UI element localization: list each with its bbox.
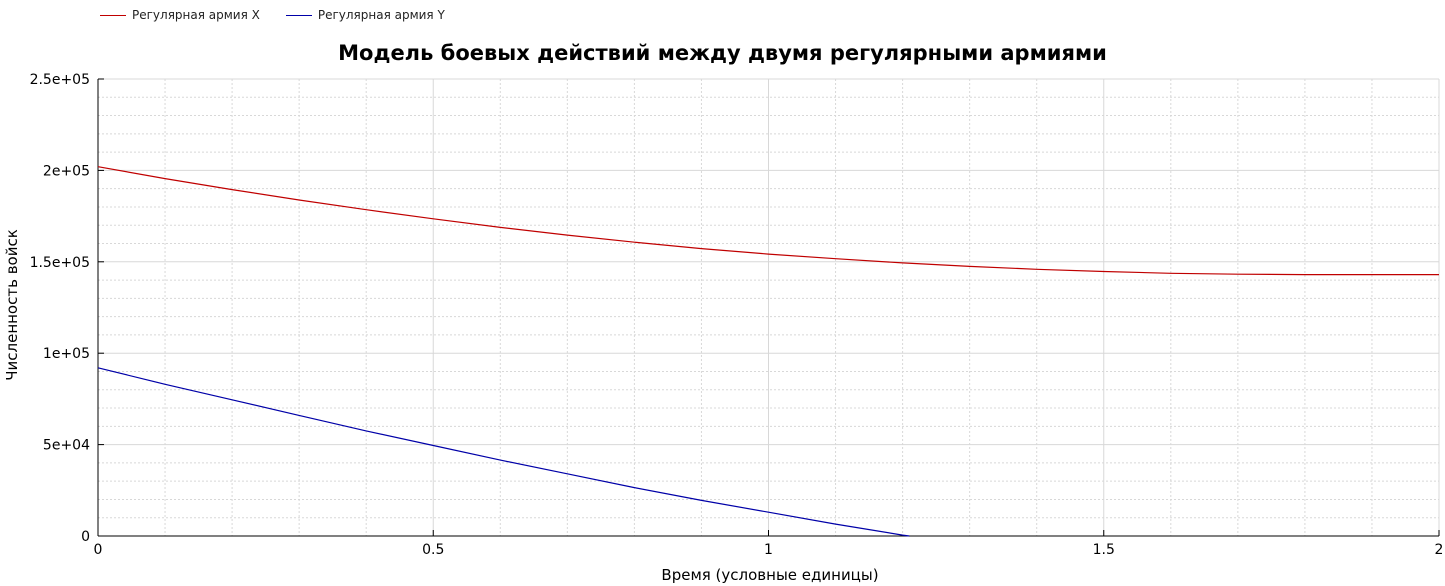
legend-item-x[interactable]: Регулярная армия X xyxy=(100,8,260,22)
grid-layer xyxy=(97,78,1440,537)
x-tick-label: 0 xyxy=(94,542,103,558)
x-tick-label: 2 xyxy=(1435,542,1444,558)
y-tick-label: 5e+04 xyxy=(43,438,90,454)
legend-label-x: Регулярная армия X xyxy=(132,8,260,22)
series-line-army-y xyxy=(97,367,910,537)
x-tick-label: 1.5 xyxy=(1093,542,1115,558)
ticks-layer: 0 0.5 1 1.5 2 0 5e+04 1e+05 1.5e+05 2e+05 2.5e+05 xyxy=(30,72,1444,558)
y-tick-label: 1.5e+05 xyxy=(30,255,90,271)
x-axis-label: Время (условные единицы) xyxy=(661,566,879,584)
legend-item-y[interactable]: Регулярная армия Y xyxy=(285,8,445,22)
y-tick-label: 1e+05 xyxy=(43,346,90,362)
y-tick-label: 2.5e+05 xyxy=(30,72,90,88)
legend: Регулярная армия X Регулярная армия Y xyxy=(100,8,445,22)
legend-label-y: Регулярная армия Y xyxy=(317,8,445,22)
y-tick-label: 2e+05 xyxy=(43,163,90,179)
series-line-army-x xyxy=(97,166,1439,276)
x-tick-label: 0.5 xyxy=(422,542,444,558)
x-tick-label: 1 xyxy=(764,542,773,558)
series-layer xyxy=(97,166,1439,537)
chart-title: Модель боевых действий между двумя регул… xyxy=(338,41,1107,65)
y-axis-label: Численность войск xyxy=(3,229,21,381)
y-tick-label: 0 xyxy=(81,529,90,545)
legend-swatch-y xyxy=(285,14,312,16)
legend-swatch-x xyxy=(100,14,126,16)
